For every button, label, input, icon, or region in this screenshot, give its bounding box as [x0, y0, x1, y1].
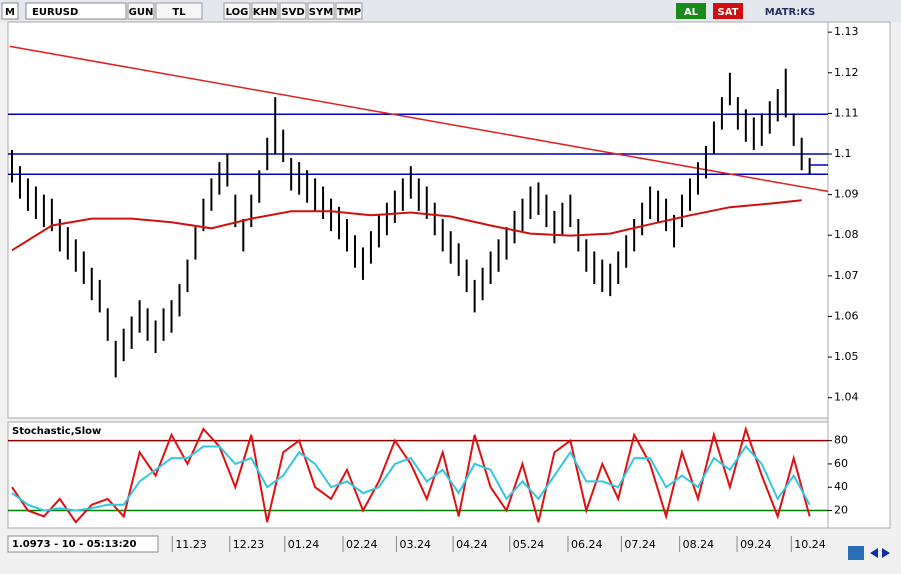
toolbar-button-label[interactable]: KHN: [253, 7, 278, 18]
scroll-right[interactable]: [882, 548, 890, 558]
trend-line: [9, 45, 829, 193]
x-tick-label: 05.24: [513, 538, 545, 551]
toolbar-button[interactable]: [127, 2, 155, 20]
buy-label[interactable]: AL: [684, 7, 699, 18]
price-plot: [7, 21, 829, 419]
trade-button[interactable]: [713, 3, 743, 19]
y-tick-label: 1.06: [834, 309, 859, 322]
x-tick-label: 12.23: [233, 538, 265, 551]
logo-box[interactable]: [1, 2, 19, 20]
y-tick-label: 80: [834, 434, 848, 447]
y-tick-label: 40: [834, 480, 848, 493]
y-tick-label: 1.05: [834, 350, 859, 363]
moving-average: [11, 199, 802, 252]
status-box: [7, 535, 159, 553]
x-tick-label: 04.24: [456, 538, 488, 551]
toolbar-button[interactable]: [251, 2, 279, 20]
symbol-box[interactable]: [25, 2, 127, 20]
toolbar-button-label[interactable]: LOG: [226, 7, 249, 18]
trade-button[interactable]: [676, 3, 706, 19]
y-tick-label: 1.12: [834, 66, 859, 79]
toolbar-button-label[interactable]: TMP: [337, 7, 361, 18]
brand: MATR:KS: [765, 7, 815, 18]
y-tick-label: 1.11: [834, 106, 859, 119]
scroll-left[interactable]: [870, 548, 878, 558]
status: 1.0973 - 10 - 05:13:20: [12, 539, 137, 550]
x-tick-label: 06.24: [571, 538, 603, 551]
y-tick-label: 1.1: [834, 147, 852, 160]
toolbar-button[interactable]: [307, 2, 335, 20]
x-tick-label: 11.23: [175, 538, 207, 551]
toolbar-button[interactable]: [223, 2, 251, 20]
toolbar-button[interactable]: [155, 2, 203, 20]
price-axis: [827, 21, 891, 529]
logo[interactable]: M: [5, 7, 15, 18]
symbol[interactable]: EURUSD: [32, 7, 78, 18]
sync-button[interactable]: [848, 546, 864, 560]
y-tick-label: 20: [834, 504, 848, 517]
sell-label[interactable]: SAT: [718, 7, 739, 18]
y-tick-label: 1.08: [834, 228, 859, 241]
x-tick-label: 08.24: [683, 538, 715, 551]
x-tick-label: 03.24: [399, 538, 431, 551]
x-tick-label: 07.24: [624, 538, 656, 551]
toolbar-button-label[interactable]: TL: [172, 7, 186, 18]
y-tick-label: 1.04: [834, 391, 859, 404]
toolbar-button-label[interactable]: SYM: [309, 7, 333, 18]
y-tick-label: 1.07: [834, 269, 859, 282]
stoch-line: [11, 425, 811, 524]
toolbar-button[interactable]: [279, 2, 307, 20]
y-tick-label: 1.09: [834, 188, 859, 201]
toolbar-button-label[interactable]: GUN: [129, 7, 154, 18]
x-tick-label: 02.24: [346, 538, 378, 551]
x-tick-label: 09.24: [740, 538, 772, 551]
stoch-line: [11, 444, 811, 512]
x-tick-label: 10.24: [794, 538, 826, 551]
stoch-title: Stochastic,Slow: [12, 426, 101, 437]
y-tick-label: 60: [834, 457, 848, 470]
toolbar-button[interactable]: [335, 2, 363, 20]
y-tick-label: 1.13: [834, 25, 859, 38]
x-tick-label: 01.24: [288, 538, 320, 551]
toolbar-button-label[interactable]: SVD: [281, 7, 304, 18]
